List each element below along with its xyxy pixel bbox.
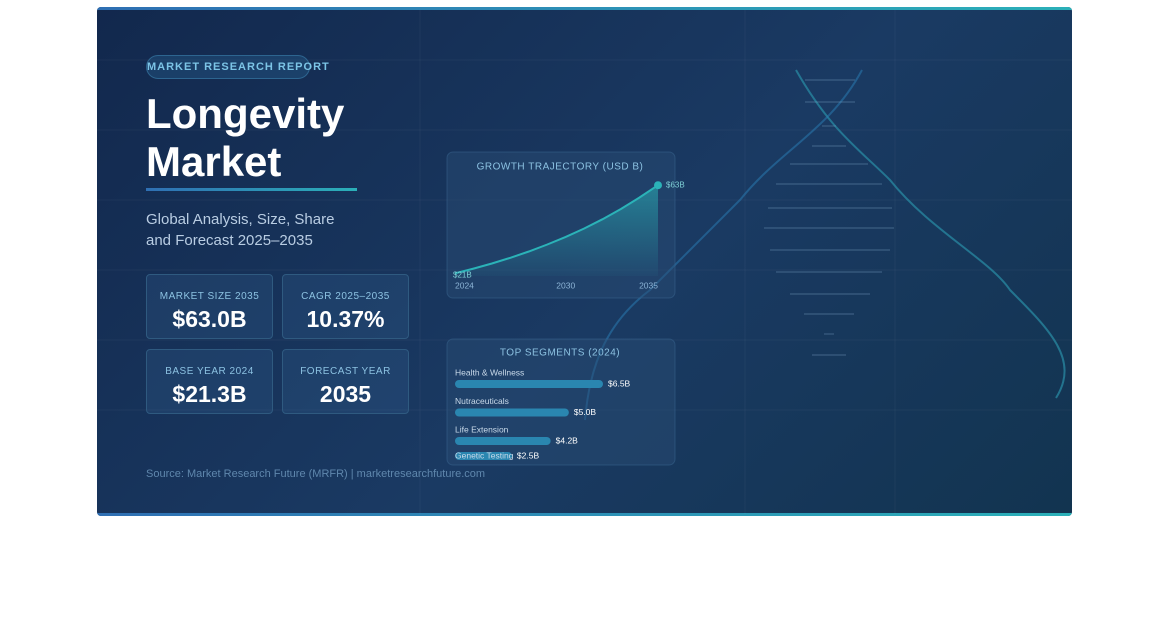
stat-label: FORECAST YEAR	[300, 366, 391, 377]
category-label: Life Extension	[455, 424, 509, 434]
title-rule	[146, 188, 357, 191]
stat-value: 10.37%	[306, 306, 385, 332]
value-label: $6.5B	[608, 378, 631, 388]
value-label: $63B	[666, 180, 685, 189]
source: Source: Market Research Future (MRFR) | …	[146, 468, 486, 480]
stat-card: BASE YEAR 2024 $21.3B	[146, 349, 273, 414]
dna-decoration	[584, 69, 1066, 421]
value-label: $21B	[453, 270, 472, 279]
bar	[455, 380, 603, 388]
value-label: $5.0B	[574, 407, 597, 417]
stat-value: $63.0B	[172, 306, 247, 332]
stat-label: BASE YEAR 2024	[165, 366, 254, 377]
stat-value: 2035	[319, 381, 372, 407]
panel	[446, 338, 676, 466]
bar	[455, 408, 569, 417]
line	[454, 184, 659, 275]
chart-title: GROWTH TRAJECTORY (USD B)	[477, 162, 644, 173]
category-label: Genetic Testing	[455, 450, 514, 460]
badge: MARKET RESEARCH REPORT	[146, 55, 329, 79]
x-tick-label: 2035	[639, 280, 658, 290]
category-label: Nutraceuticals	[455, 396, 509, 406]
chart-title: TOP SEGMENTS (2024)	[500, 348, 620, 359]
decor-grid	[97, 10, 1072, 514]
subtitle: Global Analysis, Size, Share and Forecas…	[146, 211, 335, 249]
title: Longevity Market	[146, 90, 345, 185]
value-label: $4.2B	[556, 435, 579, 445]
category-label: Health & Wellness	[455, 367, 524, 377]
bar	[455, 452, 512, 460]
value-label: $2.5B	[517, 450, 540, 460]
x-tick-label: 2024	[455, 280, 474, 290]
stat-label: CAGR 2025–2035	[301, 291, 390, 302]
point	[654, 181, 662, 190]
x-tick-label: 2030	[556, 280, 575, 290]
stat-card: MARKET SIZE 2035 $63.0B	[146, 274, 273, 339]
stat-card: FORECAST YEAR 2035	[282, 349, 409, 414]
bar	[455, 437, 551, 445]
stat-card: CAGR 2025–2035 10.37%	[282, 274, 409, 339]
area	[455, 185, 658, 276]
stat-label: MARKET SIZE 2035	[159, 291, 260, 302]
stat-value: $21.3B	[172, 381, 247, 407]
